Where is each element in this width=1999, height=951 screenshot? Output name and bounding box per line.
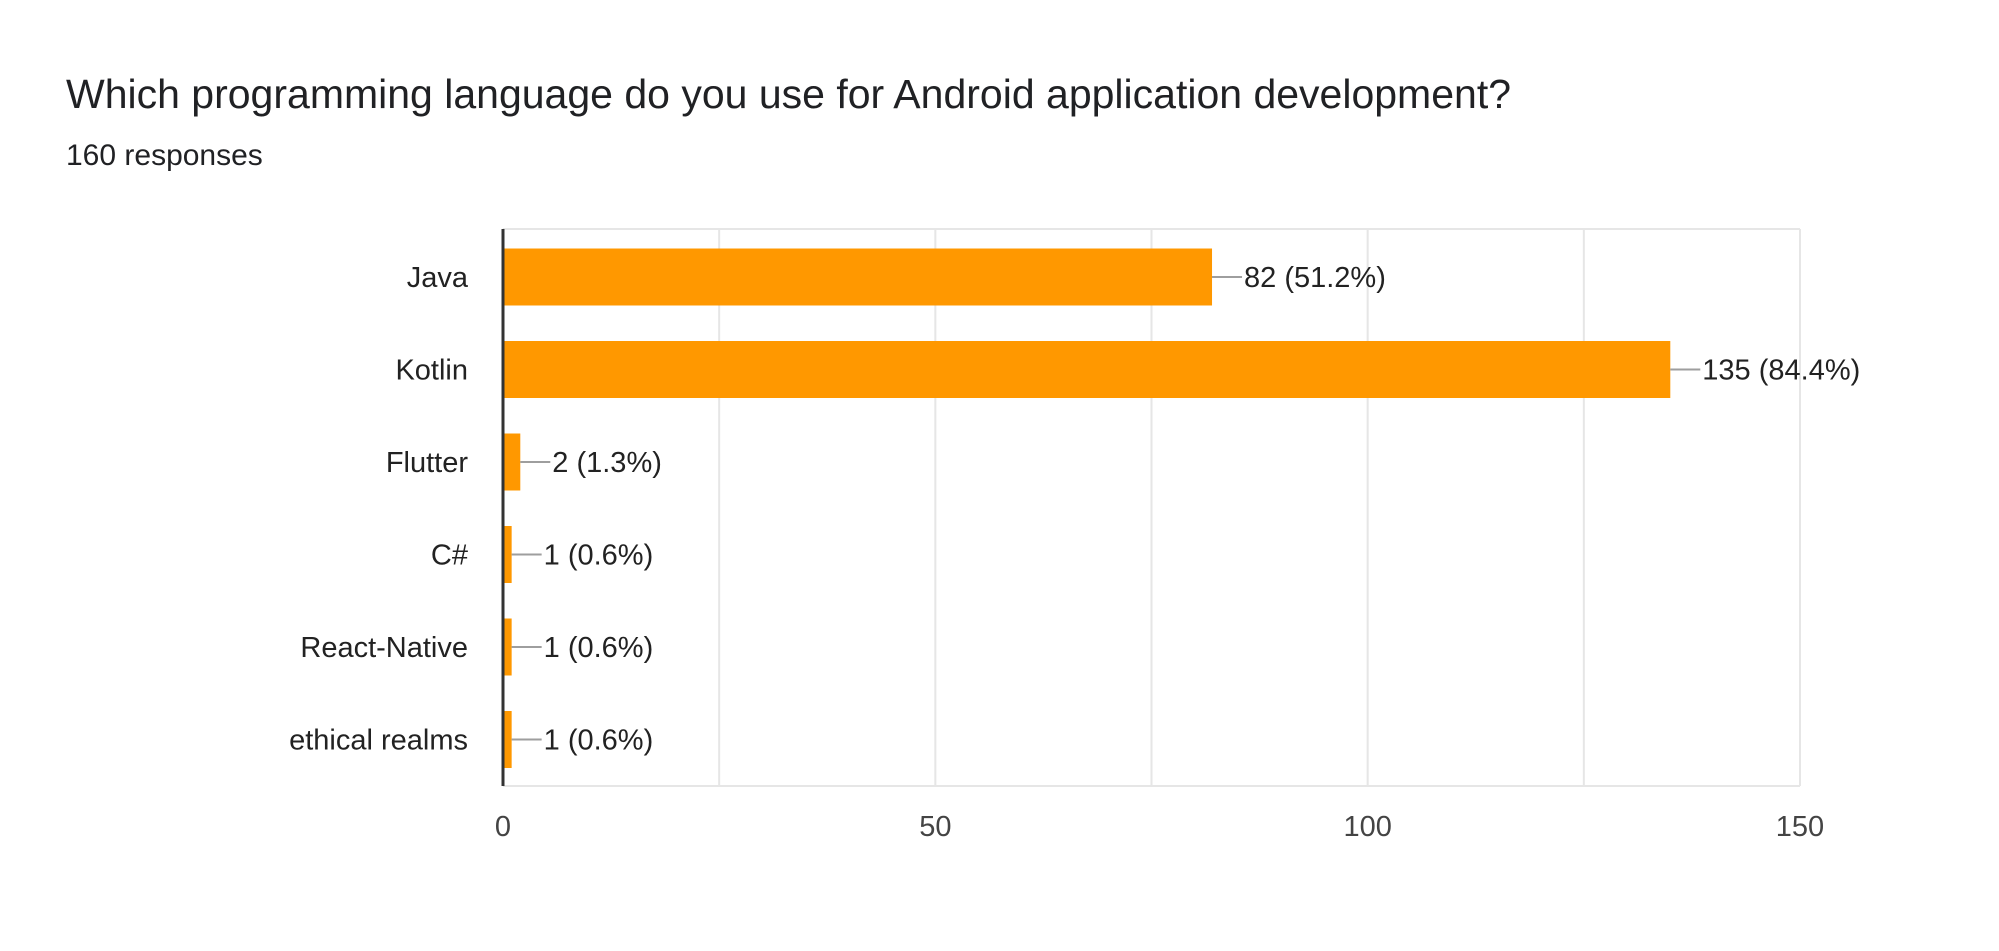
data-label: 135 (84.4%) (1702, 355, 1860, 387)
chart-header: Which programming language do you use fo… (66, 68, 1511, 176)
category-label: C# (431, 540, 468, 572)
category-label: ethical realms (289, 725, 468, 757)
x-tick-label: 100 (1343, 811, 1391, 843)
data-label: 82 (51.2%) (1244, 262, 1386, 294)
category-label: Flutter (386, 447, 469, 479)
category-label: Java (407, 262, 469, 294)
chart-title: Which programming language do you use fo… (66, 71, 1512, 117)
x-tick-label: 0 (495, 811, 511, 843)
category-label: Kotlin (395, 355, 468, 387)
bar-flutter (503, 433, 521, 491)
response-count: 160 responses (66, 139, 263, 172)
bar-c- (503, 526, 512, 583)
data-label: 2 (1.3%) (552, 447, 662, 479)
x-tick-label: 150 (1776, 811, 1824, 843)
x-tick-label: 50 (919, 811, 951, 843)
bar-react-native (503, 618, 512, 676)
data-label: 1 (0.6%) (544, 632, 654, 664)
bar-kotlin (503, 341, 1671, 398)
labels: Java 82 (51.2%) Kotlin 135 (84.4%) Flutter 2 … (289, 262, 1860, 843)
bar-ethical-realms (503, 711, 512, 768)
data-label: 1 (0.6%) (544, 540, 654, 572)
data-label: 1 (0.6%) (544, 725, 654, 757)
gridlines (503, 228, 1801, 787)
bar-java (503, 248, 1213, 306)
category-label: React-Native (300, 632, 468, 664)
bars (503, 248, 1671, 768)
